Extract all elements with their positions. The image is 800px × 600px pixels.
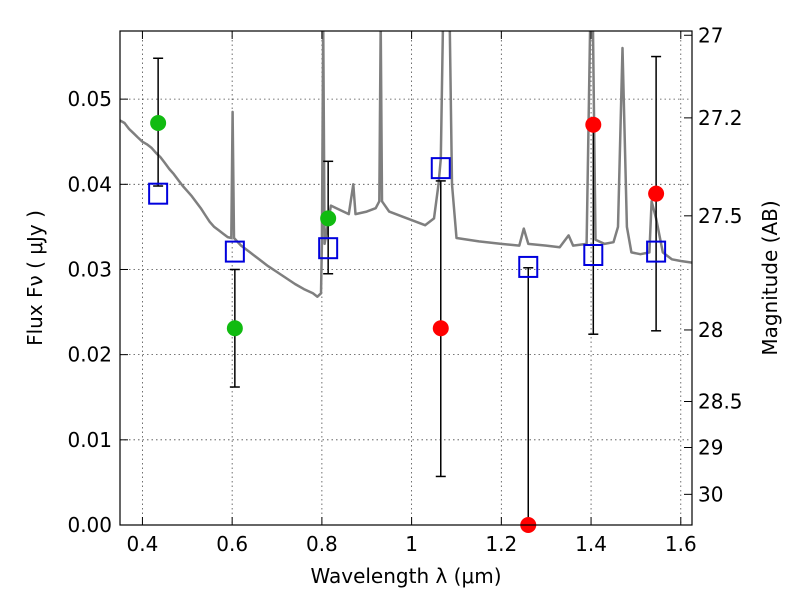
green-point (320, 210, 337, 227)
plot-frame (119, 30, 693, 526)
mag-tick-label: 27.5 (698, 204, 743, 228)
y-axis-label-left: Flux Fν ( μJy ) (23, 210, 47, 346)
mag-tick-label: 30 (698, 482, 723, 506)
model-band-square (646, 240, 667, 263)
y-tick-label: 0.03 (67, 257, 112, 281)
model-band-square (583, 244, 604, 267)
model-band-square (518, 255, 539, 278)
model-band-square (224, 240, 245, 263)
model-band-square (318, 237, 339, 260)
red-point (648, 185, 665, 202)
x-axis-label: Wavelength λ (μm) (310, 564, 501, 588)
red-point (585, 116, 602, 133)
mag-tick-label: 28.5 (698, 390, 743, 414)
x-tick-label: 1.2 (485, 532, 517, 556)
mag-tick-label: 29 (698, 435, 723, 459)
green-point (150, 114, 167, 131)
red-point (432, 320, 449, 337)
x-tick-label: 1.6 (665, 532, 697, 556)
marker-layer (148, 114, 667, 533)
x-tick-label: 0.8 (306, 532, 338, 556)
model-sed-line (120, 31, 692, 298)
y-tick-label: 0.00 (67, 513, 112, 537)
y-axis-label-right: Magnitude (AB) (758, 200, 782, 355)
model-layer (120, 31, 692, 298)
model-band-square (148, 182, 169, 205)
x-tick-label: 1.4 (575, 532, 607, 556)
y-tick-label: 0.05 (67, 87, 112, 111)
grid-layer (120, 31, 692, 526)
tick-layer: 0.4 0.6 0.8 1 1.2 1.4 1.6 0.00 0.01 0.02 0.03 0.04 0… (67, 23, 742, 556)
green-point (226, 320, 243, 337)
mag-tick-label: 27 (698, 23, 723, 47)
x-tick-label: 0.6 (216, 532, 248, 556)
mag-tick-label: 27.2 (698, 106, 743, 130)
errorbar-layer (153, 55, 662, 526)
mag-tick-label: 28 (698, 318, 723, 342)
x-tick-label: 1 (405, 532, 418, 556)
y-tick-label: 0.04 (67, 172, 112, 196)
model-band-square (430, 157, 451, 180)
x-tick-label: 0.4 (127, 532, 159, 556)
y-tick-label: 0.01 (67, 428, 112, 452)
y-tick-label: 0.02 (67, 343, 112, 367)
